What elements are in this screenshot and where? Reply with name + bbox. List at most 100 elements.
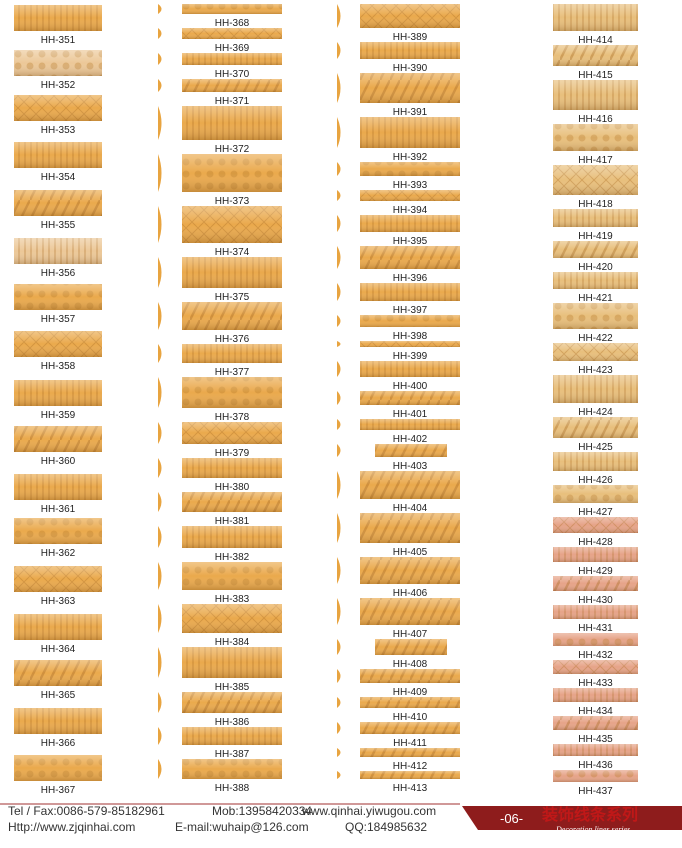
profile-piece bbox=[337, 557, 341, 584]
profile-piece bbox=[337, 341, 341, 347]
tile-sheen bbox=[360, 557, 460, 584]
profile-piece bbox=[158, 344, 162, 363]
product-tile: HH-430 bbox=[553, 576, 638, 606]
product-code: HH-360 bbox=[41, 456, 76, 467]
product-code: HH-402 bbox=[393, 434, 428, 445]
product-code: HH-425 bbox=[578, 442, 613, 453]
profile-piece bbox=[158, 727, 162, 745]
product-code: HH-400 bbox=[393, 381, 428, 392]
product-code: HH-408 bbox=[393, 659, 428, 670]
tile-sheen bbox=[360, 722, 460, 734]
tile-sheen bbox=[14, 238, 102, 264]
tile-sheen bbox=[360, 669, 460, 683]
profile-piece bbox=[158, 4, 162, 14]
profile-piece bbox=[158, 257, 162, 288]
product-code: HH-409 bbox=[393, 687, 428, 698]
product-tile: HH-394 bbox=[360, 190, 460, 216]
tile-sheen bbox=[14, 614, 102, 640]
product-code: HH-353 bbox=[41, 125, 76, 136]
product-code: HH-373 bbox=[215, 196, 250, 207]
tile-sheen bbox=[182, 377, 282, 408]
product-code: HH-392 bbox=[393, 152, 428, 163]
product-code: HH-431 bbox=[578, 623, 613, 634]
product-tile: HH-403 bbox=[375, 444, 447, 472]
tile-sheen bbox=[360, 215, 460, 232]
product-tile: HH-357 bbox=[14, 284, 102, 325]
product-tile: HH-428 bbox=[553, 517, 638, 548]
tile-sheen bbox=[14, 566, 102, 592]
product-tile: HH-368 bbox=[182, 4, 282, 29]
product-tile: HH-424 bbox=[553, 375, 638, 418]
product-tile: HH-389 bbox=[360, 4, 460, 43]
profile-pieces bbox=[158, 4, 341, 779]
product-code: HH-426 bbox=[578, 475, 613, 486]
product-tile: HH-362 bbox=[14, 518, 102, 559]
tile-sheen bbox=[182, 562, 282, 590]
profile-piece bbox=[158, 302, 162, 330]
tile-sheen bbox=[182, 257, 282, 288]
product-code: HH-376 bbox=[215, 334, 250, 345]
tile-sheen bbox=[360, 42, 460, 59]
profile-piece bbox=[337, 697, 341, 708]
tile-sheen bbox=[360, 513, 460, 543]
tile-sheen bbox=[182, 154, 282, 192]
product-tile: HH-397 bbox=[360, 283, 460, 316]
tile-sheen bbox=[14, 380, 102, 406]
product-code: HH-403 bbox=[393, 461, 428, 472]
product-tile: HH-387 bbox=[182, 727, 282, 760]
tile-sheen bbox=[182, 458, 282, 478]
tile-sheen bbox=[553, 375, 638, 403]
product-tile: HH-417 bbox=[553, 124, 638, 166]
tile-sheen bbox=[182, 4, 282, 14]
product-code: HH-420 bbox=[578, 262, 613, 273]
product-code: HH-372 bbox=[215, 144, 250, 155]
profile-piece bbox=[337, 598, 341, 625]
profile-piece bbox=[158, 53, 162, 65]
product-code: HH-378 bbox=[215, 412, 250, 423]
product-tile: HH-386 bbox=[182, 692, 282, 728]
product-tile: HH-359 bbox=[14, 380, 102, 421]
tile-sheen bbox=[182, 344, 282, 363]
tile-sheen bbox=[182, 106, 282, 140]
product-code: HH-401 bbox=[393, 409, 428, 420]
product-code: HH-435 bbox=[578, 734, 613, 745]
product-code: HH-432 bbox=[578, 650, 613, 661]
profile-piece bbox=[158, 154, 162, 192]
product-tile: HH-376 bbox=[182, 302, 282, 345]
product-code: HH-388 bbox=[215, 783, 250, 794]
profile-piece bbox=[337, 748, 341, 757]
product-tile: HH-416 bbox=[553, 80, 638, 125]
tile-sheen bbox=[182, 79, 282, 92]
product-code: HH-390 bbox=[393, 63, 428, 74]
product-code: HH-377 bbox=[215, 367, 250, 378]
profile-piece bbox=[158, 458, 162, 478]
product-code: HH-433 bbox=[578, 678, 613, 689]
tile-sheen bbox=[360, 162, 460, 176]
product-tile: HH-411 bbox=[360, 722, 460, 749]
product-code: HH-354 bbox=[41, 172, 76, 183]
product-tile: HH-353 bbox=[14, 95, 102, 136]
product-grid: HH-351 HH-352 HH-353 HH-354 HH-355 HH-356 HH-3… bbox=[14, 4, 638, 797]
profile-piece bbox=[337, 162, 341, 176]
tile-sheen bbox=[360, 471, 460, 499]
product-code: HH-416 bbox=[578, 114, 613, 125]
profile-piece bbox=[337, 444, 341, 457]
product-tile: HH-380 bbox=[182, 458, 282, 493]
tile-sheen bbox=[553, 744, 638, 756]
product-code: HH-364 bbox=[41, 644, 76, 655]
product-tile: HH-354 bbox=[14, 142, 102, 183]
product-tile: HH-437 bbox=[553, 770, 638, 797]
product-code: HH-394 bbox=[393, 205, 428, 216]
product-tile: HH-388 bbox=[182, 759, 282, 794]
tile-sheen bbox=[14, 5, 102, 31]
tile-sheen bbox=[360, 748, 460, 757]
tile-sheen bbox=[553, 452, 638, 471]
product-code: HH-406 bbox=[393, 588, 428, 599]
product-code: HH-414 bbox=[578, 35, 613, 46]
product-code: HH-358 bbox=[41, 361, 76, 372]
product-tile: HH-381 bbox=[182, 492, 282, 527]
tile-sheen bbox=[553, 4, 638, 31]
product-code: HH-379 bbox=[215, 448, 250, 459]
tile-sheen bbox=[360, 391, 460, 405]
